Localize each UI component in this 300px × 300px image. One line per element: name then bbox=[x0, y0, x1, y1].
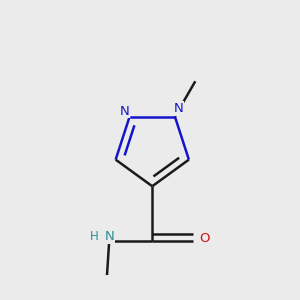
Text: N: N bbox=[104, 230, 114, 244]
Text: O: O bbox=[199, 232, 210, 245]
Text: N: N bbox=[119, 105, 129, 118]
Text: N: N bbox=[174, 102, 183, 115]
Text: H: H bbox=[90, 230, 99, 244]
